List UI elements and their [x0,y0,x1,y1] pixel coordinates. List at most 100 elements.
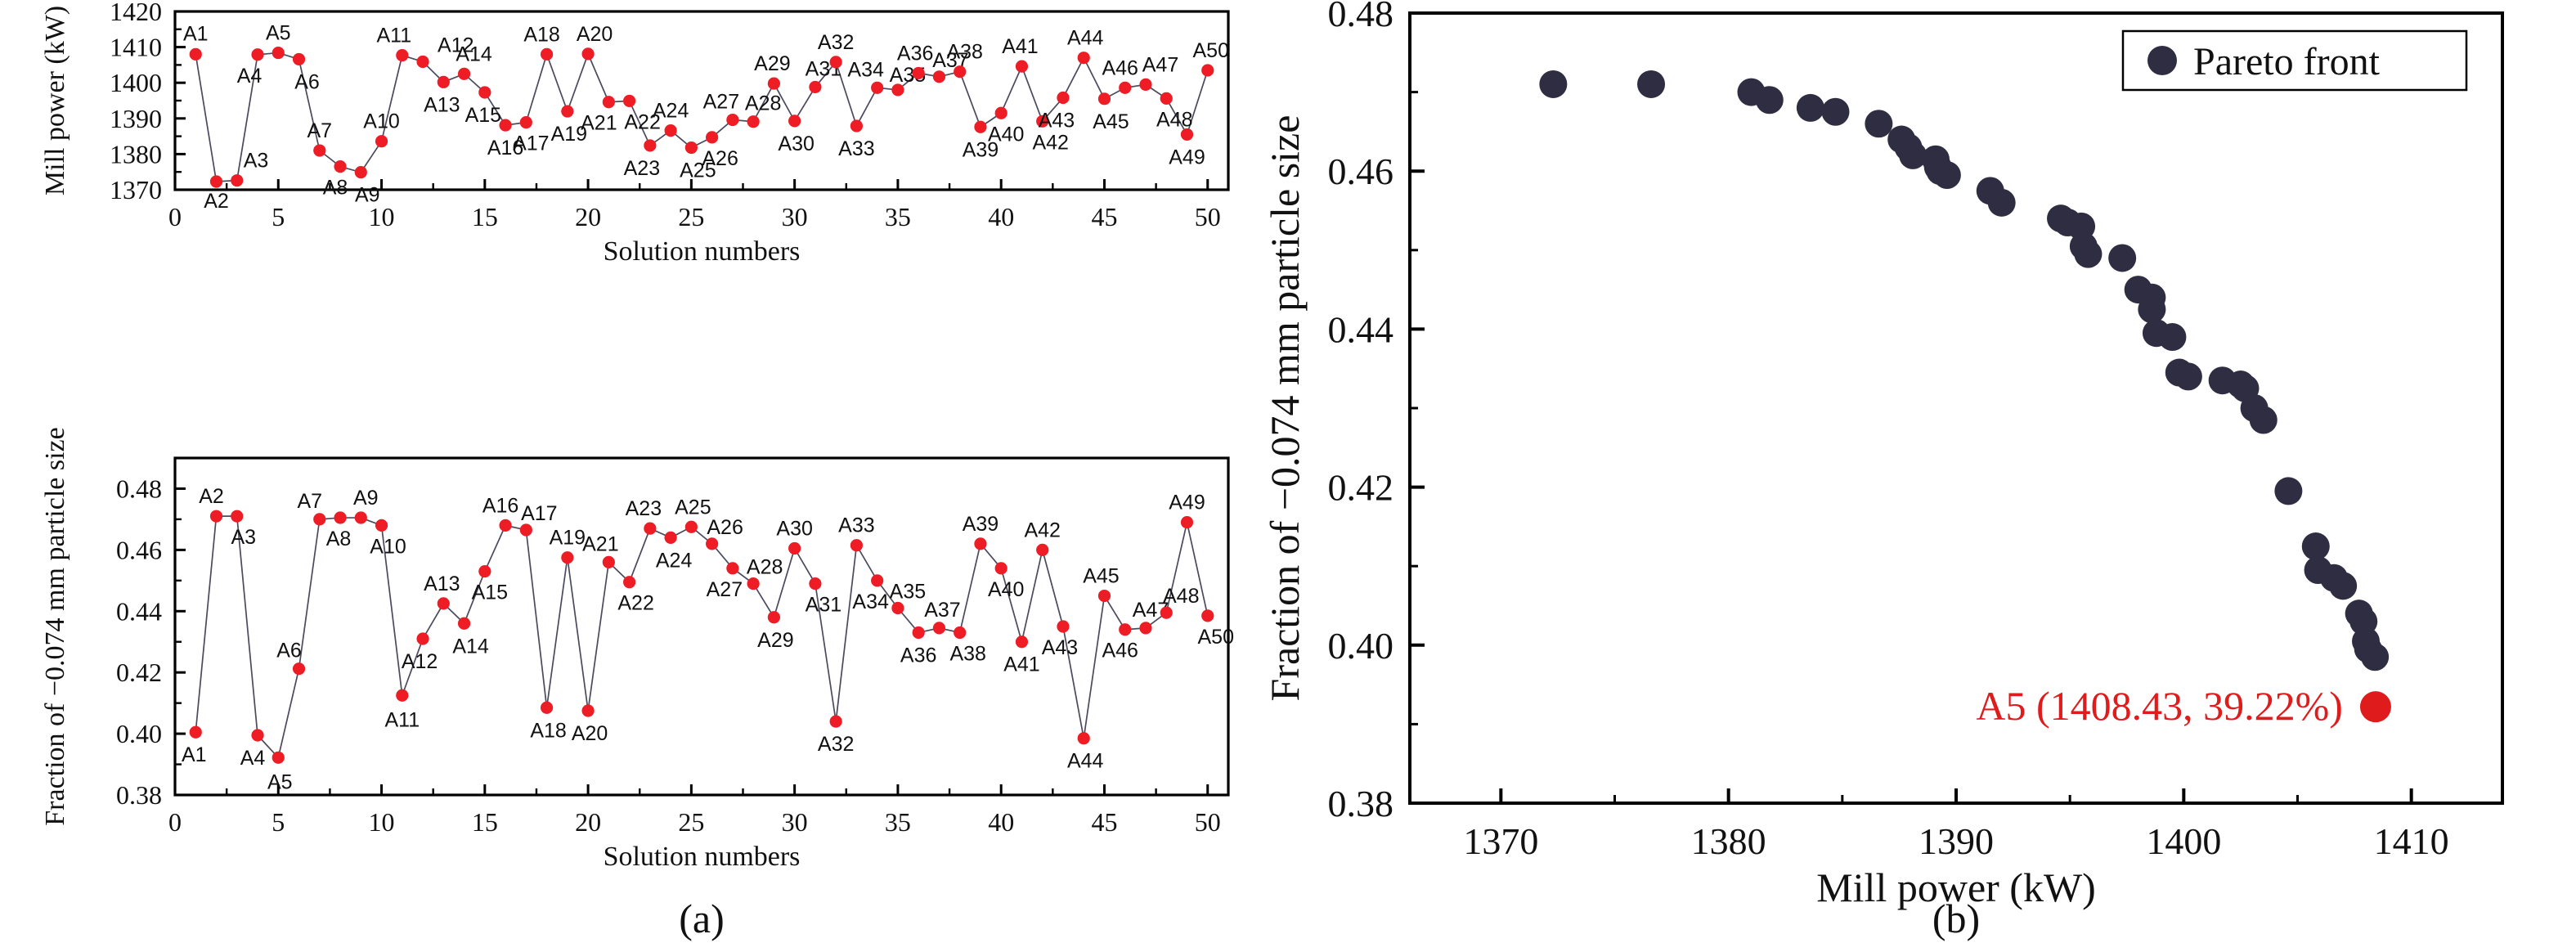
data-point[interactable] [706,131,719,144]
data-point[interactable] [1180,128,1194,141]
data-point[interactable] [684,520,698,533]
data-point[interactable] [954,65,967,79]
data-point[interactable] [519,523,532,537]
pareto-point[interactable] [1987,188,2016,217]
data-point[interactable] [540,47,554,61]
data-point[interactable] [231,510,244,523]
data-point[interactable] [1160,92,1173,105]
pareto-point[interactable] [1821,97,1850,126]
data-point[interactable] [747,577,760,591]
data-point[interactable] [912,626,925,640]
data-point[interactable] [334,160,347,173]
data-point[interactable] [767,77,780,90]
data-point[interactable] [251,48,264,61]
data-point[interactable] [994,106,1008,119]
data-point[interactable] [829,56,842,69]
data-point[interactable] [437,597,450,610]
data-point[interactable] [644,522,657,535]
data-point[interactable] [664,124,677,137]
data-point[interactable] [581,47,595,61]
data-point[interactable] [231,174,244,187]
data-point[interactable] [788,541,801,555]
data-point[interactable] [313,513,326,526]
data-point[interactable] [706,537,719,550]
pareto-point[interactable] [2074,240,2103,268]
data-point[interactable] [623,576,636,589]
data-point[interactable] [189,47,202,61]
data-point[interactable] [375,135,388,148]
data-point[interactable] [313,144,326,157]
data-point[interactable] [767,611,780,624]
data-point[interactable] [1119,623,1132,636]
pareto-point[interactable] [2361,643,2390,671]
data-point[interactable] [974,537,987,550]
data-point[interactable] [891,601,904,615]
data-point[interactable] [1160,606,1173,619]
pareto-point[interactable] [2249,406,2278,434]
data-point[interactable] [354,511,367,524]
data-point[interactable] [994,562,1008,575]
data-point[interactable] [809,80,822,94]
data-point[interactable] [602,96,615,109]
data-point[interactable] [932,70,946,83]
data-point[interactable] [457,617,471,630]
data-point[interactable] [1015,60,1029,73]
data-point[interactable] [272,751,285,764]
pareto-point[interactable] [1755,86,1784,115]
data-point[interactable] [1201,609,1214,622]
data-point[interactable] [209,175,223,188]
pareto-point[interactable] [2108,244,2137,272]
data-point[interactable] [850,539,864,552]
data-point[interactable] [1097,589,1111,603]
data-point[interactable] [499,519,512,532]
data-point[interactable] [396,49,409,62]
data-point[interactable] [850,119,864,132]
pareto-point[interactable] [1539,70,1568,98]
data-point[interactable] [954,626,967,640]
data-point[interactable] [499,119,512,132]
data-point[interactable] [871,81,884,94]
data-point[interactable] [561,105,574,118]
data-point[interactable] [726,113,739,127]
data-point[interactable] [437,75,450,88]
pareto-point[interactable] [2174,362,2202,391]
data-point[interactable] [1139,622,1152,635]
pareto-point[interactable] [2158,323,2187,352]
pareto-point[interactable] [1932,161,1961,190]
data-point[interactable] [1057,620,1070,633]
data-point[interactable] [1036,115,1049,128]
pareto-point[interactable] [2138,295,2166,324]
data-point[interactable] [354,166,367,179]
data-point[interactable] [747,115,760,128]
data-point[interactable] [891,83,904,97]
data-point[interactable] [396,689,409,702]
data-point[interactable] [1077,732,1090,745]
data-point[interactable] [684,141,698,155]
data-point[interactable] [209,510,223,523]
data-point[interactable] [540,701,554,714]
data-point[interactable] [478,86,491,99]
data-point[interactable] [189,725,202,739]
data-point[interactable] [644,139,657,152]
data-point[interactable] [416,55,429,69]
data-point[interactable] [581,704,595,717]
data-point[interactable] [932,622,946,635]
data-point[interactable] [251,729,264,742]
data-point[interactable] [292,52,306,66]
pareto-point[interactable] [1899,141,1928,169]
pareto-point[interactable] [1865,110,1893,138]
data-point[interactable] [519,115,532,129]
data-point[interactable] [1036,543,1049,556]
data-point[interactable] [1119,81,1132,94]
data-point[interactable] [375,519,388,532]
data-point[interactable] [1015,635,1029,649]
pareto-point[interactable] [2301,532,2330,561]
data-point[interactable] [292,662,306,676]
data-point[interactable] [1180,516,1194,529]
data-point[interactable] [726,562,739,575]
data-point[interactable] [478,564,491,578]
data-point[interactable] [829,715,842,728]
data-point[interactable] [602,555,615,568]
data-point[interactable] [974,120,987,133]
pareto-point[interactable] [2274,477,2303,505]
